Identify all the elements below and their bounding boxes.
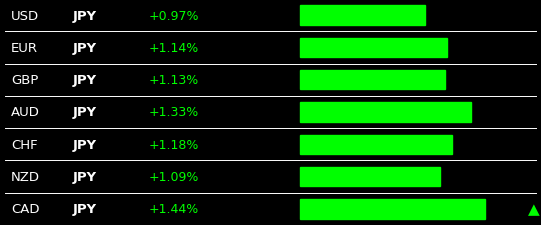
Text: +1.13%: +1.13%: [149, 74, 199, 87]
Text: +0.97%: +0.97%: [149, 10, 199, 22]
Text: JPY: JPY: [73, 170, 97, 183]
Text: +1.09%: +1.09%: [149, 170, 199, 183]
Text: +1.18%: +1.18%: [149, 138, 199, 151]
Bar: [300, 135, 452, 154]
Text: CAD: CAD: [11, 202, 39, 215]
Text: USD: USD: [11, 10, 39, 22]
Text: +1.33%: +1.33%: [149, 106, 199, 119]
Text: AUD: AUD: [11, 106, 39, 119]
Text: +1.14%: +1.14%: [149, 42, 199, 55]
Bar: [300, 167, 440, 187]
Bar: [300, 71, 445, 90]
Text: JPY: JPY: [73, 202, 97, 215]
Text: JPY: JPY: [73, 42, 97, 55]
Bar: [300, 199, 485, 218]
Text: ▲: ▲: [527, 201, 539, 216]
Text: JPY: JPY: [73, 74, 97, 87]
Text: +1.44%: +1.44%: [149, 202, 199, 215]
Text: JPY: JPY: [73, 138, 97, 151]
Text: CHF: CHF: [11, 138, 37, 151]
Text: NZD: NZD: [11, 170, 40, 183]
Bar: [300, 103, 471, 122]
Bar: [300, 7, 425, 26]
Bar: [300, 38, 447, 58]
Text: JPY: JPY: [73, 10, 97, 22]
Text: JPY: JPY: [73, 106, 97, 119]
Text: EUR: EUR: [11, 42, 38, 55]
Text: GBP: GBP: [11, 74, 38, 87]
